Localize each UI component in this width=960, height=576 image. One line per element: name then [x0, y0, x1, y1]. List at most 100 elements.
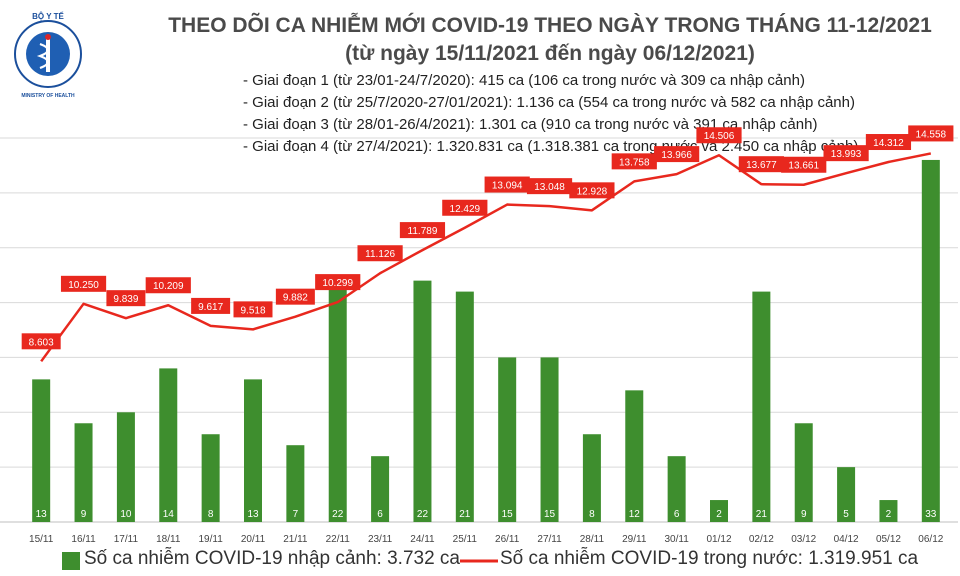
x-tick-label: 25/11 [453, 534, 478, 545]
bar-26/11 [498, 357, 517, 522]
x-tick-label: 02/12 [749, 534, 774, 545]
line-label-17/11: 9.839 [113, 294, 138, 305]
bar-label-29/11: 12 [629, 509, 641, 520]
bar-label-23/11: 6 [377, 509, 383, 520]
x-tick-label: 17/11 [114, 534, 139, 545]
bar-label-18/11: 14 [163, 509, 175, 520]
bar-29/11 [625, 390, 644, 522]
x-tick-label: 03/12 [791, 534, 816, 545]
line-label-29/11: 13.758 [619, 157, 650, 168]
legend-bar-label: Số ca nhiễm COVID-19 nhập cảnh: 3.732 ca [84, 548, 461, 569]
line-label-box-28/11 [569, 182, 615, 199]
line-label-06/12: 14.558 [916, 129, 947, 140]
bar-01/12 [710, 500, 728, 522]
line-label-27/11: 13.048 [534, 182, 565, 193]
logo-top-text: BỘ Y TẾ [32, 11, 64, 21]
bar-21/11 [286, 445, 305, 522]
line-label-04/12: 13.993 [831, 149, 862, 160]
legend-bar-swatch [62, 552, 80, 570]
bar-label-21/11: 7 [293, 509, 299, 520]
line-label-box-27/11 [526, 178, 573, 195]
bar-05/12 [879, 500, 898, 522]
x-tick-label: 16/11 [71, 534, 96, 545]
bar-22/11 [328, 280, 347, 522]
x-tick-label: 22/11 [326, 534, 351, 545]
line-label-20/11: 9.518 [240, 305, 265, 316]
bar-label-20/11: 13 [247, 509, 259, 520]
line-label-box-15/11 [21, 333, 61, 350]
bar-30/11 [667, 456, 686, 522]
line-label-box-01/12 [696, 127, 742, 144]
ministry-of-health-logo: BỘ Y TẾ MINISTRY OF HEALTH [14, 11, 82, 99]
bar-label-24/11: 22 [417, 509, 429, 520]
legend-line-swatch [460, 559, 498, 563]
line-label-21/11: 9.882 [283, 293, 308, 304]
line-label-30/11: 13.966 [661, 150, 692, 161]
line-label-box-03/12 [781, 156, 827, 173]
phase-3-note: - Giai đoạn 3 (từ 28/01-26/4/2021): 1.30… [243, 116, 818, 133]
line-label-box-23/11 [357, 245, 403, 262]
line-label-box-25/11 [442, 199, 488, 216]
bar-02/12 [752, 291, 771, 522]
line-label-16/11: 10.250 [68, 280, 99, 291]
bar-28/11 [582, 434, 601, 522]
x-tick-label: 24/11 [410, 534, 435, 545]
bar-label-01/12: 2 [716, 509, 722, 520]
x-tick-label: 21/11 [283, 534, 308, 545]
line-label-03/12: 13.661 [788, 161, 819, 172]
bar-label-16/11: 9 [81, 509, 87, 520]
x-tick-label: 15/11 [29, 534, 54, 545]
line-label-19/11: 9.617 [198, 302, 223, 313]
line-label-box-18/11 [145, 277, 191, 294]
line-label-23/11: 11.126 [365, 249, 395, 260]
line-label-box-02/12 [738, 156, 784, 173]
bar-19/11 [201, 434, 220, 522]
bar-label-25/11: 21 [459, 509, 471, 520]
line-label-25/11: 12.429 [450, 204, 481, 215]
bar-label-06/12: 33 [925, 509, 937, 520]
line-label-box-20/11 [233, 301, 273, 318]
bar-25/11 [455, 291, 474, 522]
chart-subtitle: (từ ngày 15/11/2021 đến ngày 06/12/2021) [345, 42, 755, 65]
line-label-05/12: 14.312 [873, 138, 904, 149]
bar-label-05/12: 2 [886, 509, 892, 520]
x-tick-label: 26/11 [495, 534, 520, 545]
bar-17/11 [116, 412, 135, 522]
line-label-box-04/12 [823, 145, 869, 162]
line-label-22/11: 10.299 [322, 278, 353, 289]
line-label-02/12: 13.677 [746, 160, 777, 171]
bar-27/11 [540, 357, 559, 522]
line-label-box-05/12 [865, 134, 912, 151]
bar-label-28/11: 8 [589, 509, 595, 520]
line-label-box-17/11 [106, 290, 146, 307]
line-label-box-21/11 [275, 288, 315, 305]
line-label-box-22/11 [315, 274, 361, 291]
line-label-18/11: 10.209 [153, 281, 184, 292]
line-label-box-19/11 [191, 297, 231, 314]
bar-16/11 [74, 423, 93, 522]
bar-label-04/12: 5 [843, 509, 849, 520]
logo-bottom-text: MINISTRY OF HEALTH [21, 93, 75, 99]
bar-label-03/12: 9 [801, 509, 807, 520]
x-tick-label: 04/12 [834, 534, 859, 545]
x-tick-label: 27/11 [537, 534, 562, 545]
bar-18/11 [159, 368, 178, 522]
line-label-box-30/11 [654, 146, 700, 163]
x-tick-label: 20/11 [241, 534, 266, 545]
line-label-15/11: 8.603 [29, 337, 54, 348]
domestic-cases-line [40, 152, 932, 363]
bar-06/12 [921, 159, 940, 522]
line-label-box-24/11 [399, 222, 446, 239]
x-tick-label: 18/11 [156, 534, 181, 545]
x-tick-label: 01/12 [706, 534, 731, 545]
bar-label-30/11: 6 [674, 509, 680, 520]
x-tick-label: 05/12 [876, 534, 901, 545]
bar-label-22/11: 22 [332, 509, 344, 520]
line-label-24/11: 11.789 [408, 226, 438, 237]
x-tick-label: 29/11 [622, 534, 647, 545]
chart-title: THEO DÕI CA NHIỄM MỚI COVID-19 THEO NGÀY… [168, 14, 932, 37]
line-label-26/11: 13.094 [492, 181, 523, 192]
phase-1-note: - Giai đoạn 1 (từ 23/01-24/7/2020): 415 … [243, 72, 805, 89]
x-tick-label: 30/11 [664, 534, 689, 545]
bar-03/12 [794, 423, 813, 522]
